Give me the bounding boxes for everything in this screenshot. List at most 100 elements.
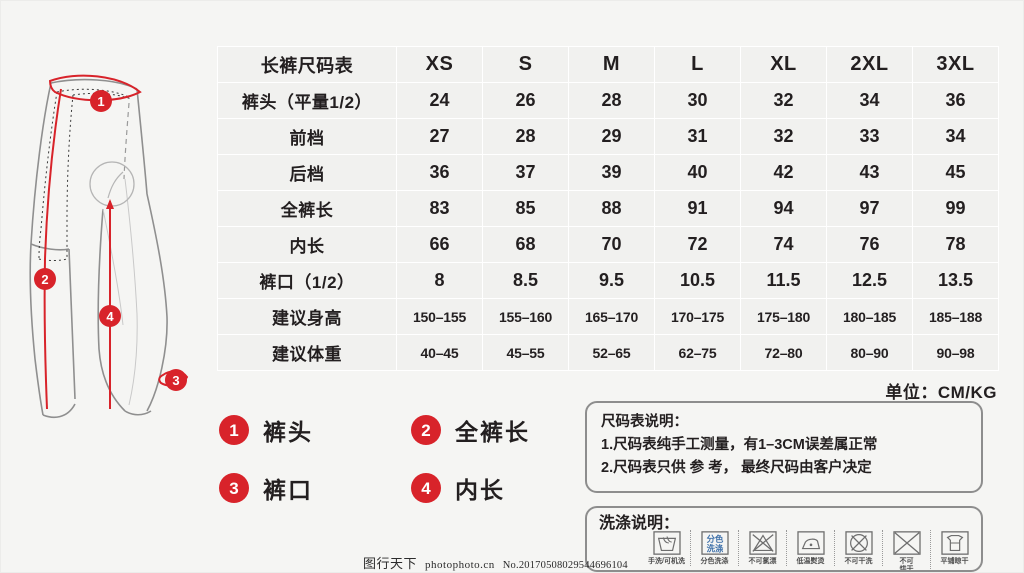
diagram-marker-1: 1 (90, 90, 112, 112)
cell-value: 11.5 (741, 263, 826, 298)
cell-value: 88 (569, 191, 654, 226)
table-row: 前档 27 28 29 31 32 33 34 (218, 119, 998, 154)
wash-care-item: 不可 烘干 (883, 530, 931, 570)
cell-value: 175–180 (741, 299, 826, 334)
cell-value: 45 (913, 155, 998, 190)
cell-value: 27 (397, 119, 482, 154)
svg-text:洗涤: 洗涤 (706, 543, 723, 553)
cell-value: 42 (741, 155, 826, 190)
cell-value: 62–75 (655, 335, 740, 370)
row-label: 全裤长 (218, 191, 396, 226)
cell-value: 68 (483, 227, 568, 262)
wash-care-item: 平铺晾干 (931, 530, 978, 566)
size-column-header: XS (397, 47, 482, 82)
row-label: 裤口（1/2） (218, 263, 396, 298)
cell-value: 36 (397, 155, 482, 190)
cell-value: 185–188 (913, 299, 998, 334)
wash-care-caption: 不可干洗 (844, 558, 873, 565)
pants-diagram: 1 2 3 4 (7, 59, 223, 419)
cell-value: 94 (741, 191, 826, 226)
watermark-site: photophoto.cn (425, 559, 495, 571)
table-row: 裤头（平量1/2） 24 26 28 30 32 34 36 (218, 83, 998, 118)
wash-care-caption: 低温熨烫 (796, 558, 825, 565)
wash-care-caption: 平铺晾干 (940, 558, 969, 565)
size-table-body: 裤头（平量1/2） 24 26 28 30 32 34 36 前档 27 28 … (218, 83, 998, 370)
size-note-line: 1.尺码表纯手工测量，有1–3CM误差属正常 (601, 436, 878, 453)
no-dryclean-icon (844, 531, 873, 555)
size-note-title: 尺码表说明： (601, 414, 688, 430)
cell-value: 40–45 (397, 335, 482, 370)
wash-care-item: 分色 洗涤 分色洗涤 (691, 530, 739, 566)
legend-number-badge: 2 (411, 415, 441, 445)
table-row: 内长 66 68 70 72 74 76 78 (218, 227, 998, 262)
svg-text:4: 4 (106, 309, 114, 324)
wash-care-caption-line1: 不可 (899, 558, 914, 565)
cell-value: 8.5 (483, 263, 568, 298)
wash-care-item: 低温熨烫 (787, 530, 835, 566)
svg-text:分色: 分色 (706, 534, 723, 544)
wash-care-caption: 不可氯漂 (748, 558, 777, 565)
cell-value: 170–175 (655, 299, 740, 334)
svg-text:1: 1 (97, 94, 104, 109)
cell-value: 26 (483, 83, 568, 118)
cell-value: 33 (827, 119, 912, 154)
cell-value: 43 (827, 155, 912, 190)
cell-value: 30 (655, 83, 740, 118)
watermark: 图行天下 photophoto.cn No.201705080295446961… (363, 553, 628, 572)
size-column-header: S (483, 47, 568, 82)
cell-value: 34 (913, 119, 998, 154)
table-row: 裤口（1/2） 8 8.5 9.5 10.5 11.5 12.5 13.5 (218, 263, 998, 298)
cell-value: 52–65 (569, 335, 654, 370)
low-iron-icon (796, 531, 825, 555)
cell-value: 10.5 (655, 263, 740, 298)
cell-value: 37 (483, 155, 568, 190)
cell-value: 28 (569, 83, 654, 118)
wash-care-caption: 不可 烘干 (899, 558, 914, 570)
cell-value: 83 (397, 191, 482, 226)
cell-value: 74 (741, 227, 826, 262)
measurement-legend: 1 裤头 2 全裤长 3 裤口 4 内长 (215, 413, 565, 513)
cell-value: 40 (655, 155, 740, 190)
cell-value: 155–160 (483, 299, 568, 334)
cell-value: 9.5 (569, 263, 654, 298)
size-table: 长裤尺码表 XS S M L XL 2XL 3XL 裤头（平量1/2） 24 2… (217, 46, 999, 371)
wash-care-item: 不可氯漂 (739, 530, 787, 566)
legend-label: 裤口 (263, 477, 313, 503)
cell-value: 150–155 (397, 299, 482, 334)
unit-label: 单位：CM/KG (885, 383, 997, 402)
size-column-header: L (655, 47, 740, 82)
cell-value: 39 (569, 155, 654, 190)
cell-value: 180–185 (827, 299, 912, 334)
cell-value: 28 (483, 119, 568, 154)
flat-dry-icon (940, 531, 969, 555)
wash-note-title: 洗涤说明： (599, 515, 680, 532)
cell-value: 36 (913, 83, 998, 118)
cell-value: 72 (655, 227, 740, 262)
watermark-brand: 图行天下 (363, 557, 418, 572)
cell-value: 91 (655, 191, 740, 226)
legend-number-badge: 1 (219, 415, 249, 445)
size-note-line: 2.尺码表只供 参 考， 最终尺码由客户决定 (601, 459, 872, 476)
cell-value: 32 (741, 119, 826, 154)
row-label: 建议身高 (218, 299, 396, 334)
cell-value: 34 (827, 83, 912, 118)
cell-value: 13.5 (913, 263, 998, 298)
size-column-header: 2XL (827, 47, 912, 82)
legend-item: 2 全裤长 (411, 413, 530, 447)
cell-value: 80–90 (827, 335, 912, 370)
row-label: 裤头（平量1/2） (218, 83, 396, 118)
row-label: 后档 (218, 155, 396, 190)
size-chart-note-box: 尺码表说明： 1.尺码表纯手工测量，有1–3CM误差属正常 2.尺码表只供 参 … (585, 401, 983, 493)
separate-wash-icon: 分色 洗涤 (700, 531, 729, 555)
legend-number-badge: 4 (411, 473, 441, 503)
diagram-marker-4: 4 (99, 305, 121, 327)
svg-text:2: 2 (41, 272, 48, 287)
no-bleach-icon (748, 531, 777, 555)
legend-item: 1 裤头 (219, 413, 313, 447)
wash-care-note-box: 洗涤说明： 手洗/可机洗 分色 洗涤 分色洗涤 (585, 506, 983, 572)
legend-item: 4 内长 (411, 471, 505, 505)
size-column-header: M (569, 47, 654, 82)
diagram-marker-3: 3 (165, 369, 187, 391)
cell-value: 8 (397, 263, 482, 298)
